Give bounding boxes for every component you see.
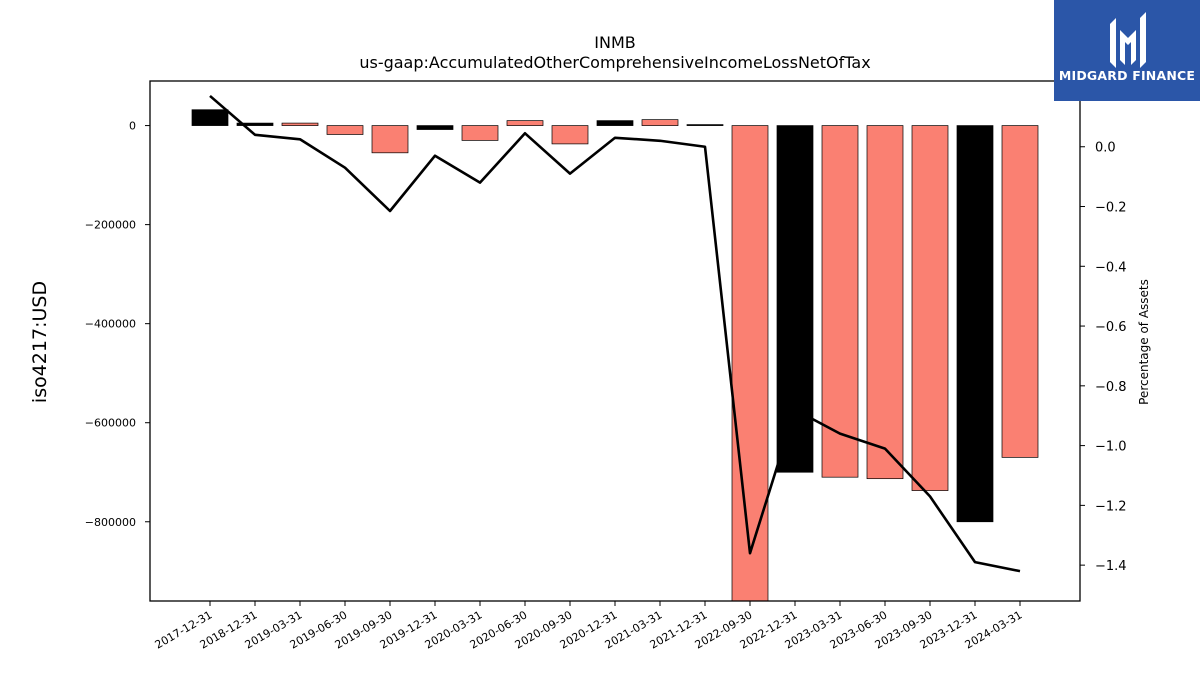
y-tick-label: −600000 — [85, 417, 136, 430]
chart-title: INMB — [594, 33, 635, 52]
bar-2021-03-31 — [641, 119, 679, 126]
y-tick-label: −400000 — [85, 318, 136, 331]
bar-series — [191, 109, 1039, 601]
midgard-logo-icon — [1110, 12, 1146, 68]
bar-2024-03-31 — [1001, 125, 1039, 458]
bar-2020-12-31 — [596, 120, 634, 126]
bar-2017-12-31 — [191, 109, 229, 126]
bar-2019-03-31 — [281, 122, 319, 126]
y-tick-label: −800000 — [85, 516, 136, 529]
bar-2022-12-31 — [776, 125, 814, 473]
bar-2023-03-31 — [821, 125, 859, 478]
midgard-finance-logo: MIDGARD FINANCE — [1054, 0, 1200, 101]
y-tick-label: −200000 — [85, 219, 136, 232]
bar-2020-09-30 — [551, 125, 589, 145]
y-tick-label: 0 — [129, 120, 136, 133]
y-axis-label: iso4217:USD — [29, 281, 51, 403]
bar-2023-06-30 — [866, 125, 904, 480]
y2-tick-label: −1.2 — [1095, 499, 1127, 514]
y2-tick-label: 0.0 — [1095, 141, 1116, 156]
y-axis-ticks: 0 −200000 −400000 −600000 −800000 — [85, 120, 150, 529]
bar-2021-12-31 — [686, 124, 724, 126]
y2-tick-label: −1.0 — [1095, 440, 1127, 455]
y2-tick-label: −0.4 — [1095, 260, 1127, 275]
bar-2023-09-30 — [911, 125, 949, 491]
logo-text: MIDGARD FINANCE — [1058, 68, 1196, 83]
bar-2019-06-30 — [326, 125, 364, 135]
bar-2018-12-31 — [236, 122, 274, 126]
bar-2023-12-31 — [956, 125, 994, 523]
percentage-of-assets-line — [209, 94, 1021, 573]
bar-2019-12-31 — [416, 125, 454, 130]
y2-axis-label: Percentage of Assets — [1137, 279, 1151, 405]
y2-tick-label: −0.6 — [1095, 320, 1127, 335]
bar-2020-06-30 — [506, 120, 544, 126]
chart-subtitle: us-gaap:AccumulatedOtherComprehensiveInc… — [359, 53, 870, 72]
bar-2020-03-31 — [461, 125, 499, 141]
x-axis-ticks: 2017-12-312018-12-312019-03-312019-06-30… — [153, 601, 1025, 652]
bar-2019-09-30 — [371, 125, 409, 154]
y2-tick-label: −1.4 — [1095, 559, 1127, 574]
y2-tick-label: −0.8 — [1095, 380, 1127, 395]
percentage-line-series — [209, 94, 1021, 573]
y2-tick-label: −0.2 — [1095, 201, 1127, 216]
y2-axis-ticks: 0.20.0−0.2−0.4−0.6−0.8−1.0−1.2−1.4 — [1080, 81, 1127, 574]
bar-2022-09-30 — [731, 125, 769, 601]
